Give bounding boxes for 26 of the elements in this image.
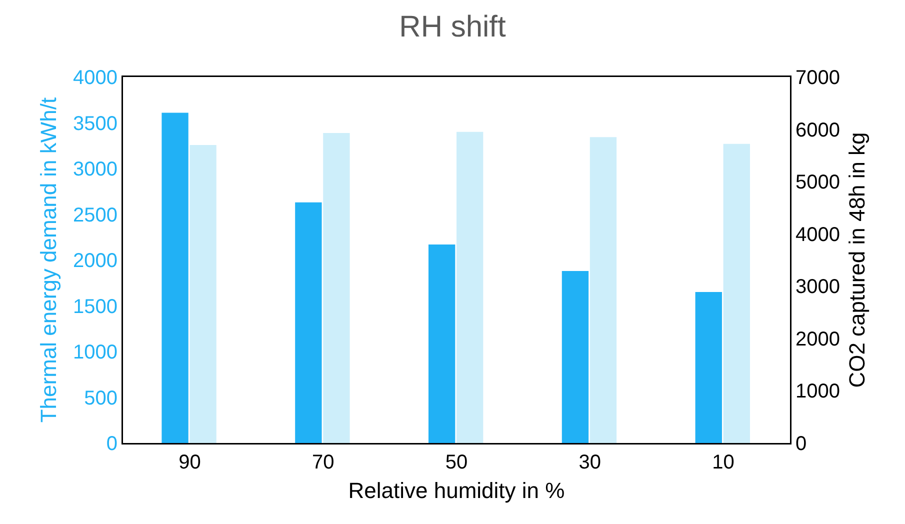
x-tick-label: 70 bbox=[312, 452, 334, 474]
y-tick-label: 3000 bbox=[73, 158, 118, 180]
x-tick-label: 10 bbox=[712, 452, 734, 474]
x-tick-label: 90 bbox=[178, 452, 201, 474]
y-tick-label: 1000 bbox=[73, 342, 118, 364]
y2-tick-label: 2000 bbox=[796, 328, 840, 350]
y-tick-label: 3500 bbox=[73, 112, 118, 135]
y2-tick-label: 3000 bbox=[796, 276, 840, 298]
y2-tick-label: 1000 bbox=[796, 380, 840, 403]
x-tick-label: 50 bbox=[445, 452, 468, 474]
y-tick-label: 0 bbox=[106, 433, 118, 455]
x-axis-title: Relative humidity in % bbox=[348, 478, 565, 504]
y-tick-label: 2000 bbox=[73, 250, 118, 272]
chart-title: RH shift bbox=[399, 10, 507, 44]
y-tick-label: 500 bbox=[84, 387, 118, 410]
y2-tick-label: 7000 bbox=[796, 67, 840, 89]
y2-tick-label: 4000 bbox=[796, 224, 840, 246]
y2-tick-label: 0 bbox=[796, 433, 807, 455]
y-tick-label: 4000 bbox=[73, 67, 118, 89]
y2-axis-title: CO2 captured in 48h in kg bbox=[844, 132, 870, 388]
y-tick-label: 2500 bbox=[73, 204, 118, 226]
y-tick-label: 1500 bbox=[73, 296, 118, 318]
y2-tick-label: 5000 bbox=[796, 172, 840, 194]
x-tick-label: 30 bbox=[578, 452, 602, 474]
y-axis-title: Thermal energy demand in kWh/t bbox=[36, 97, 62, 423]
y2-tick-label: 6000 bbox=[796, 119, 840, 142]
